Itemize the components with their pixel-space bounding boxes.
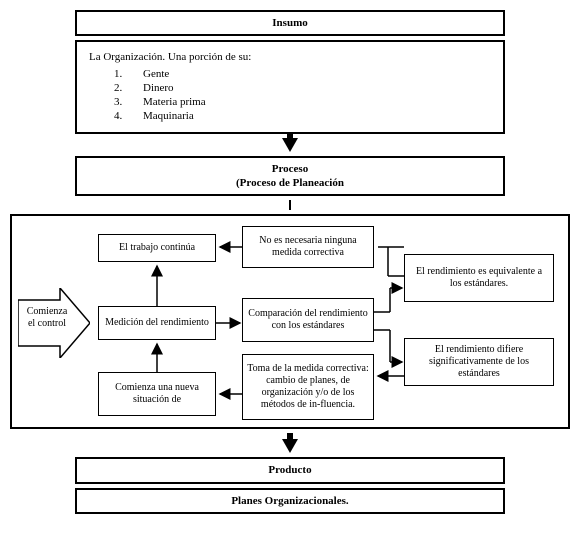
proceso-box: Proceso (Proceso de Planeación bbox=[75, 156, 505, 197]
arrow-down-icon bbox=[282, 138, 298, 152]
insumo-box: Insumo bbox=[75, 10, 505, 36]
control-process-container: Comienza el control El trabajo continúa … bbox=[10, 214, 570, 429]
arrow-down-icon bbox=[282, 439, 298, 453]
proceso-line2: (Proceso de Planeación bbox=[83, 176, 497, 190]
org-item: Dinero bbox=[125, 81, 491, 95]
producto-box: Producto bbox=[75, 457, 505, 483]
start-control-arrow: Comienza el control bbox=[18, 288, 88, 358]
node-equivalente: El rendimiento es equivalente a los está… bbox=[404, 254, 554, 302]
org-item: Materia prima bbox=[125, 95, 491, 109]
proceso-line1: Proceso bbox=[83, 162, 497, 176]
organization-box: La Organización. Una porción de su: Gent… bbox=[75, 40, 505, 133]
org-item: Maquinaria bbox=[125, 109, 491, 123]
node-comparacion: Comparación del rendimiento con los está… bbox=[242, 298, 374, 342]
node-trabajo-continua: El trabajo continúa bbox=[98, 234, 216, 262]
insumo-title: Insumo bbox=[272, 17, 307, 29]
org-list: Gente Dinero Materia prima Maquinaria bbox=[89, 67, 491, 124]
node-nueva-situacion: Comienza una nueva situación de bbox=[98, 372, 216, 416]
node-difiere: El rendimiento difiere significativament… bbox=[404, 338, 554, 386]
planes-box: Planes Organizacionales. bbox=[75, 488, 505, 514]
start-control-label: Comienza el control bbox=[24, 306, 70, 330]
node-no-medida: No es necesaria ninguna medida correctiv… bbox=[242, 226, 374, 268]
diagram-root: Insumo La Organización. Una porción de s… bbox=[10, 10, 570, 514]
producto-label: Producto bbox=[268, 464, 311, 476]
connector-line bbox=[289, 200, 291, 210]
planes-label: Planes Organizacionales. bbox=[231, 495, 348, 507]
node-medicion: Medición del rendimiento bbox=[98, 306, 216, 340]
org-heading: La Organización. Una porción de su: bbox=[89, 50, 491, 64]
org-item: Gente bbox=[125, 67, 491, 81]
node-toma-medida: Toma de la medida correctiva: cambio de … bbox=[242, 354, 374, 420]
